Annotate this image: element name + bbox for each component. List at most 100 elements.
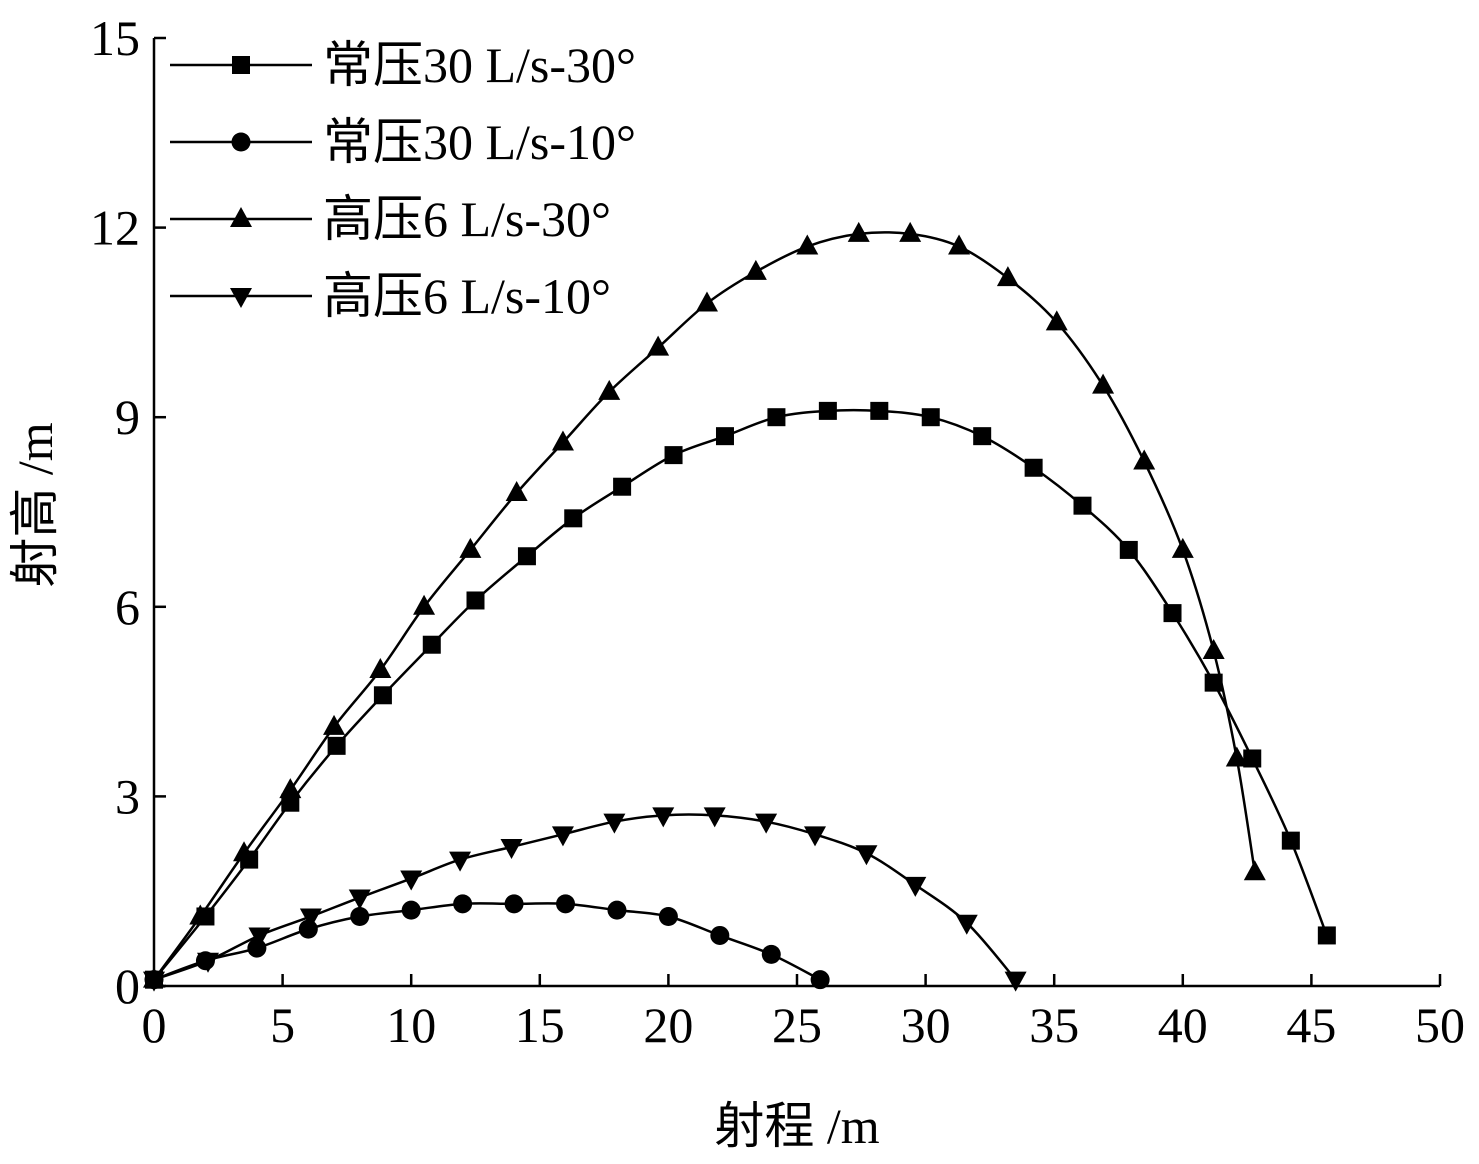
y-tick-label: 6 [115,579,140,635]
data-point [818,401,837,420]
data-point [299,908,322,929]
y-tick-label: 15 [90,10,140,66]
series-line [152,231,1257,981]
data-point [449,851,472,872]
y-tick-label: 9 [115,389,140,445]
data-point [500,838,523,859]
data-point [1281,831,1300,850]
data-point [400,870,423,891]
data-point [899,221,922,242]
data-point [613,477,632,496]
data-point [551,826,574,847]
data-point [1004,971,1027,992]
data-point [466,591,485,610]
data-point [804,826,827,847]
legend-item: 高压6 L/s-10° [170,268,611,324]
series-line [153,408,1328,981]
data-point [948,234,971,255]
y-tick-label: 0 [115,958,140,1014]
data-point [1045,310,1068,331]
data-point [1225,746,1248,767]
data-point [973,427,992,446]
x-tick-label: 30 [901,997,951,1053]
data-point [1243,749,1262,768]
legend-item: 常压30 L/s-30° [170,37,636,93]
data-point [904,876,927,897]
data-point [327,736,346,755]
data-point [197,952,220,973]
data-point [598,379,621,400]
data-point [369,658,392,678]
legend-marker [230,207,252,227]
x-tick-label: 40 [1158,997,1208,1053]
data-point [413,594,436,615]
data-point [847,221,870,242]
legend-label: 高压6 L/s-10° [323,268,611,324]
legend-marker [231,132,251,152]
series-line [153,813,1017,981]
series-triangle-down [143,807,1027,992]
data-point [810,970,830,990]
data-point [350,906,370,926]
axes: 0 5 10 15 20 25 30 35 40 45 50 0 3 6 9 12 15 [90,10,1465,1053]
data-point [143,971,165,992]
data-point [603,813,626,834]
data-point [517,547,536,566]
legend-label: 高压6 L/s-30° [323,191,611,247]
data-point [189,904,212,925]
data-point [348,889,371,910]
data-point [1243,860,1266,881]
x-tick-label: 25 [772,997,822,1053]
data-point [233,841,256,862]
data-point [1092,373,1115,394]
data-point [1133,449,1156,470]
x-tick-label: 15 [515,997,565,1053]
data-point [607,900,627,920]
data-point [921,408,940,427]
data-point [744,259,767,280]
data-point [248,927,271,948]
data-point [703,807,726,828]
data-point [1171,537,1194,558]
data-point [453,894,473,914]
data-point [955,914,978,935]
data-point [1163,604,1182,623]
x-tick-label: 0 [142,997,167,1053]
data-point [652,807,675,828]
data-point [373,686,392,705]
x-tick-label: 35 [1029,997,1079,1053]
legend-marker [232,56,250,74]
y-tick-label: 12 [90,200,140,256]
x-tick-label: 10 [386,997,436,1053]
data-point [855,845,878,866]
data-point [796,234,819,255]
data-point [401,900,421,920]
data-point [767,408,786,427]
x-tick-label: 5 [270,997,295,1053]
data-point [422,635,441,654]
series-layer [143,221,1336,992]
x-tick-label: 45 [1286,997,1336,1053]
x-tick-label: 50 [1415,997,1465,1053]
data-point [1202,639,1225,660]
data-point [1204,673,1223,692]
data-point [755,813,778,834]
data-point [564,509,583,528]
series-triangle-up [143,221,1266,988]
data-point [715,427,734,446]
data-point [556,894,576,914]
data-point [1119,540,1138,559]
y-tick-label: 3 [115,768,140,824]
data-point [504,894,524,914]
data-point [1073,496,1092,515]
legend-marker [230,288,252,308]
data-point [551,430,574,451]
data-point [870,401,889,420]
data-point [996,266,1019,287]
data-point [323,714,346,735]
legend-item: 常压30 L/s-10° [170,114,636,170]
data-point [505,481,528,502]
legend-item: 高压6 L/s-30° [170,191,611,247]
data-point [710,925,730,945]
